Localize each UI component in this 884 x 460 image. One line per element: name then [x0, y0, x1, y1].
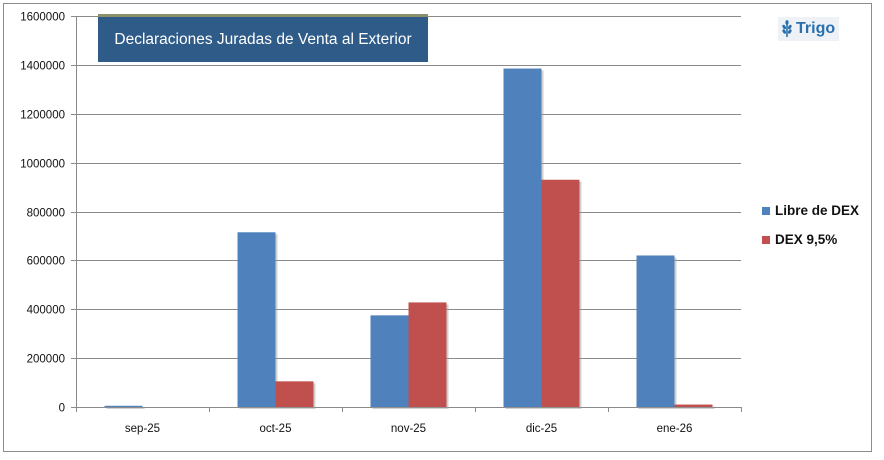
y-tick-label: 1000000 — [20, 159, 65, 171]
y-tick-label: 1200000 — [20, 110, 65, 122]
commodity-badge: Trigo — [778, 17, 840, 41]
y-tick-label: 1400000 — [20, 61, 65, 73]
bar-libre-de-dex — [370, 315, 409, 407]
x-tick-label: ene-26 — [657, 423, 693, 435]
x-tick-label: oct-25 — [260, 423, 292, 435]
badge-label: Trigo — [796, 20, 836, 37]
y-tick-label: 200000 — [27, 354, 65, 366]
legend-item-libre-de-dex: Libre de DEX — [762, 203, 859, 218]
y-tick-label: 0 — [59, 403, 65, 415]
wheat-icon — [781, 20, 793, 38]
bar-dex-9-5 — [275, 381, 314, 407]
bar-shadow — [106, 407, 145, 409]
bar-dex-9-5 — [408, 302, 447, 407]
x-tick-label: nov-25 — [391, 423, 426, 435]
legend-swatch-libre-de-dex — [762, 206, 770, 215]
legend-label-dex-9-5: DEX 9,5% — [775, 232, 838, 247]
y-tick-label: 400000 — [27, 305, 65, 317]
x-tick-label: sep-25 — [125, 423, 160, 435]
bar-libre-de-dex — [636, 255, 675, 407]
legend-item-dex-9-5: DEX 9,5% — [762, 232, 837, 247]
bar-dex-9-5 — [674, 404, 713, 407]
bar-libre-de-dex — [104, 405, 143, 407]
legend-swatch-dex-9-5 — [762, 235, 770, 244]
x-tick-label: dic-25 — [526, 423, 557, 435]
chart-title: Declaraciones Juradas de Venta al Exteri… — [98, 14, 428, 62]
y-tick-label: 800000 — [27, 208, 65, 220]
bar-shadow — [676, 406, 715, 409]
legend-label-libre-de-dex: Libre de DEX — [775, 203, 860, 218]
bar-libre-de-dex — [237, 232, 276, 407]
bar-libre-de-dex — [503, 68, 542, 408]
y-tick-label: 600000 — [27, 256, 65, 268]
y-tick-label: 1600000 — [20, 12, 65, 24]
bar-dex-9-5 — [541, 179, 580, 407]
